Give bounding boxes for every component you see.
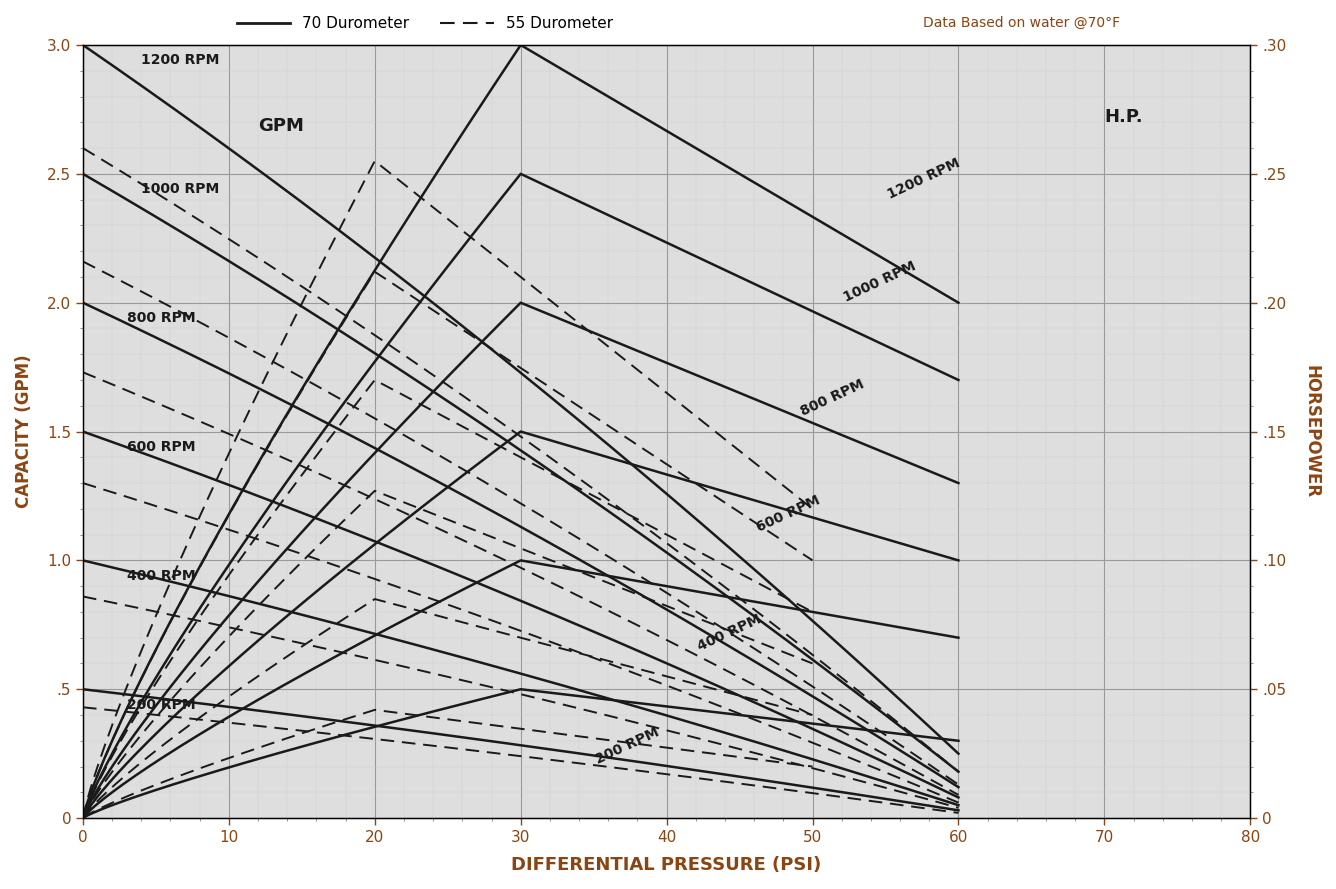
Y-axis label: CAPACITY (GPM): CAPACITY (GPM) (15, 355, 33, 509)
Text: 1200 RPM: 1200 RPM (142, 53, 219, 68)
Y-axis label: HORSEPOWER: HORSEPOWER (1303, 365, 1321, 498)
Text: 800 RPM: 800 RPM (127, 311, 195, 325)
Text: 1000 RPM: 1000 RPM (842, 260, 919, 305)
Text: 600 RPM: 600 RPM (754, 493, 822, 535)
Text: 1000 RPM: 1000 RPM (142, 182, 219, 196)
Text: GPM: GPM (258, 117, 303, 135)
X-axis label: DIFFERENTIAL PRESSURE (PSI): DIFFERENTIAL PRESSURE (PSI) (512, 856, 822, 874)
Text: 200 RPM: 200 RPM (593, 725, 661, 767)
Text: 800 RPM: 800 RPM (798, 377, 866, 419)
Text: 200 RPM: 200 RPM (127, 698, 195, 712)
Text: 400 RPM: 400 RPM (696, 612, 764, 653)
Text: 600 RPM: 600 RPM (127, 440, 195, 454)
Text: H.P.: H.P. (1105, 108, 1144, 126)
Legend: 70 Durometer, 55 Durometer: 70 Durometer, 55 Durometer (231, 10, 619, 37)
Text: 1200 RPM: 1200 RPM (886, 156, 962, 202)
Text: Data Based on water @70°F: Data Based on water @70°F (923, 15, 1121, 29)
Text: 400 RPM: 400 RPM (127, 569, 195, 583)
